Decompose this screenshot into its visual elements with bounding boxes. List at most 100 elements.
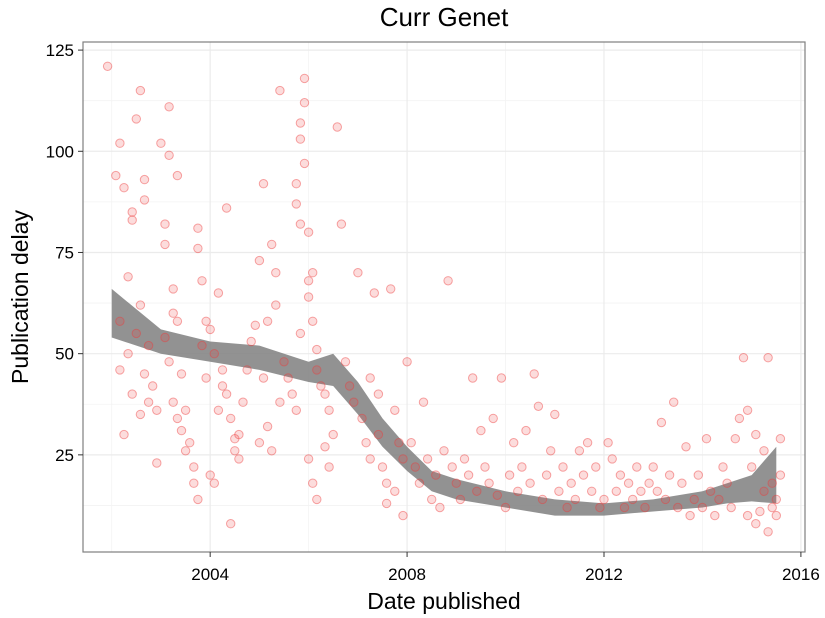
data-point	[275, 397, 285, 407]
data-point	[287, 389, 297, 399]
x-tick-label: 2016	[782, 565, 820, 584]
data-point	[693, 470, 703, 480]
data-point	[197, 340, 207, 351]
data-point	[123, 272, 133, 282]
data-point	[234, 429, 244, 440]
data-point	[644, 478, 654, 488]
data-point	[102, 61, 113, 72]
smooth-band	[111, 288, 777, 516]
data-point	[677, 478, 687, 488]
data-point	[513, 486, 523, 496]
data-point	[115, 138, 125, 148]
data-point	[455, 494, 466, 505]
data-point	[213, 288, 224, 298]
data-point	[226, 519, 236, 529]
data-point	[681, 442, 691, 452]
data-point	[242, 365, 252, 375]
data-point	[271, 268, 281, 278]
data-point	[377, 462, 388, 472]
data-point	[664, 470, 675, 480]
data-point	[152, 458, 162, 468]
data-point	[164, 150, 174, 161]
data-point	[533, 401, 544, 411]
data-point	[398, 510, 408, 521]
data-point	[193, 243, 203, 254]
data-point	[299, 158, 310, 169]
data-point	[373, 389, 384, 399]
y-tick-label: 75	[55, 243, 74, 262]
data-point	[386, 284, 396, 294]
data-point	[201, 316, 211, 326]
data-point	[775, 470, 786, 480]
data-point	[168, 284, 178, 294]
data-point	[484, 478, 494, 488]
data-point	[747, 462, 757, 472]
data-point	[611, 486, 621, 496]
data-point	[115, 316, 125, 326]
data-point	[312, 344, 322, 355]
data-point	[595, 502, 605, 513]
data-point	[139, 369, 150, 379]
data-point	[558, 462, 568, 472]
data-point	[143, 340, 154, 351]
data-point	[131, 328, 142, 339]
data-point	[258, 179, 269, 189]
data-point	[771, 494, 781, 505]
data-point	[365, 454, 375, 464]
data-point	[156, 138, 166, 148]
data-point	[230, 446, 240, 456]
data-point	[185, 438, 195, 448]
data-point	[271, 300, 281, 310]
data-point	[459, 454, 470, 464]
data-point	[640, 502, 650, 513]
data-point	[262, 421, 273, 432]
x-tick-label: 2008	[388, 565, 426, 584]
data-point	[578, 470, 589, 480]
data-point	[623, 478, 634, 488]
data-point	[492, 490, 502, 500]
data-point	[176, 369, 187, 379]
data-point	[410, 462, 420, 472]
chart-title: Curr Genet	[380, 2, 509, 32]
data-point	[570, 494, 580, 505]
data-point	[381, 478, 392, 488]
data-point	[673, 502, 683, 513]
data-point	[160, 219, 170, 229]
data-point	[435, 502, 445, 513]
points-layer	[102, 61, 786, 537]
data-point	[451, 478, 461, 488]
data-point	[714, 494, 724, 505]
y-tick-label: 125	[46, 41, 74, 60]
data-point	[267, 446, 277, 456]
data-point	[344, 381, 355, 391]
data-point	[365, 373, 375, 383]
data-point	[254, 438, 265, 448]
data-point	[193, 494, 203, 505]
data-point	[381, 498, 392, 509]
data-point	[316, 381, 326, 391]
data-point	[295, 219, 306, 229]
data-point	[205, 470, 215, 480]
data-point	[742, 405, 753, 415]
data-point	[320, 442, 330, 452]
data-point	[755, 506, 765, 517]
data-point	[759, 486, 769, 496]
data-point	[636, 486, 646, 496]
data-point	[254, 255, 265, 266]
data-point	[217, 381, 228, 391]
data-point	[135, 409, 146, 420]
data-point	[180, 405, 191, 415]
data-point	[164, 102, 174, 112]
data-point	[279, 357, 289, 367]
data-point	[574, 446, 585, 456]
data-point	[660, 494, 671, 505]
data-point	[628, 494, 638, 505]
x-tick-label: 2004	[191, 565, 229, 584]
data-point	[751, 429, 761, 440]
data-point	[361, 438, 371, 448]
data-point	[390, 486, 400, 496]
data-point	[226, 413, 236, 424]
data-point	[496, 373, 507, 383]
data-point	[587, 486, 597, 496]
